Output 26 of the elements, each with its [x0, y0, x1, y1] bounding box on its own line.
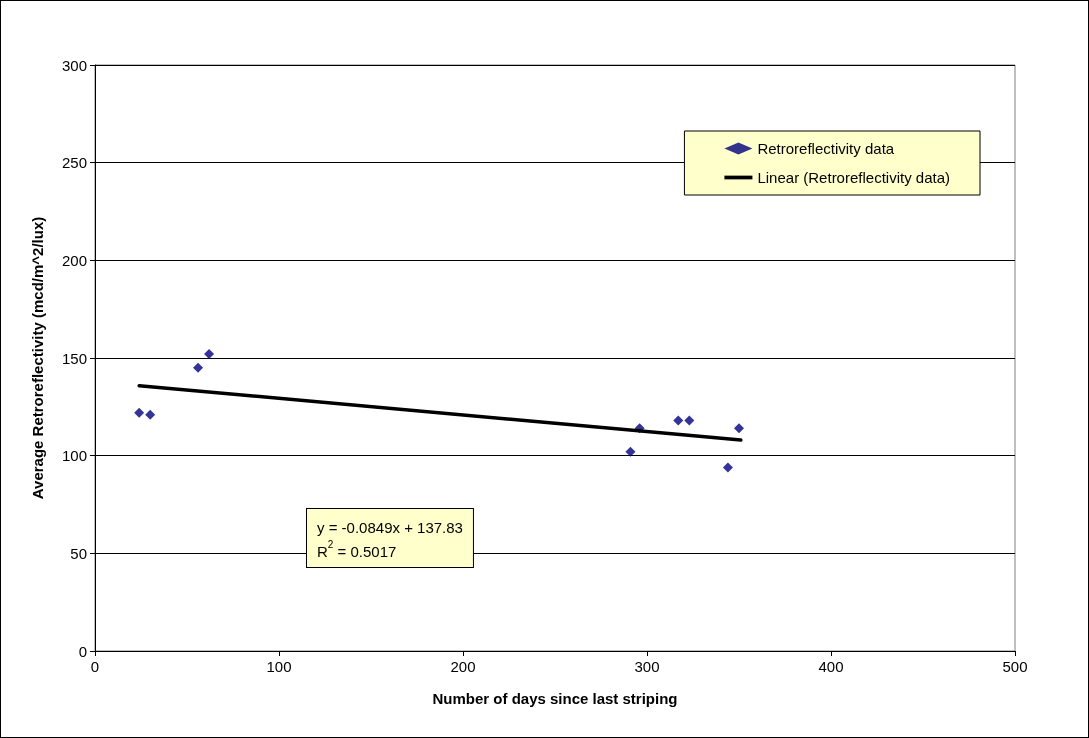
point: [625, 446, 636, 457]
x-axis-title: Number of days since last striping: [432, 690, 678, 707]
point: [684, 415, 695, 426]
legend-label: Retroreflectivity data: [757, 140, 895, 157]
y-tick-label: 100: [61, 447, 87, 465]
x-tick-label: 200: [450, 658, 476, 675]
y-tick-label: 150: [61, 349, 87, 367]
point: [134, 407, 145, 418]
point: [193, 362, 204, 373]
x-tick-label: 400: [818, 658, 844, 675]
x-tick-label: 100: [266, 658, 292, 675]
y-tick-label: 50: [70, 544, 87, 562]
y-tick-label: 0: [78, 642, 87, 660]
y-axis-title: Average Retroreflectivity (mcd/m^2/lux): [29, 216, 46, 500]
y-tick-label: 200: [61, 251, 87, 269]
x-tick-label: 300: [634, 658, 660, 675]
x-tick-label: 0: [90, 658, 100, 675]
legend-label: Linear (Retroreflectivity data): [757, 169, 950, 186]
point: [145, 409, 156, 420]
point: [204, 349, 215, 360]
point: [673, 415, 684, 426]
y-tick-label: 250: [61, 154, 87, 172]
x-tick-label: 500: [1002, 658, 1028, 675]
point: [722, 462, 733, 473]
point: [734, 423, 744, 434]
y-tick-label: 300: [61, 56, 87, 74]
